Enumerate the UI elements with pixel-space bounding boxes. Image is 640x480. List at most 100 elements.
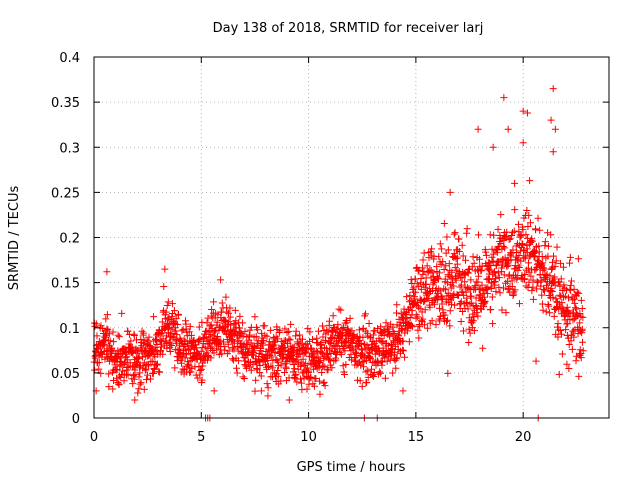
data-point xyxy=(555,326,563,334)
data-point xyxy=(136,369,144,377)
data-point xyxy=(554,278,562,286)
data-point xyxy=(340,370,348,378)
data-point xyxy=(356,377,364,385)
data-point xyxy=(346,314,354,322)
data-point xyxy=(246,332,254,340)
data-point xyxy=(138,353,146,361)
data-point xyxy=(450,290,458,298)
data-point xyxy=(538,291,546,299)
data-point xyxy=(555,370,563,378)
data-point xyxy=(577,354,585,362)
data-point xyxy=(383,357,391,365)
data-point xyxy=(408,307,416,315)
data-point xyxy=(482,248,490,256)
data-point xyxy=(100,340,108,348)
data-point xyxy=(419,256,427,264)
data-point xyxy=(403,293,411,301)
data-point xyxy=(264,384,272,392)
data-point xyxy=(413,298,421,306)
data-point xyxy=(560,311,568,319)
data-point xyxy=(509,246,517,254)
data-point xyxy=(419,264,427,272)
data-point xyxy=(366,355,374,363)
data-point xyxy=(168,325,176,333)
data-point xyxy=(543,270,551,278)
data-point xyxy=(556,291,564,299)
data-point xyxy=(164,315,172,323)
data-point xyxy=(93,332,101,340)
data-point xyxy=(442,317,450,325)
data-point xyxy=(474,125,482,133)
data-point xyxy=(392,355,400,363)
chart-title: Day 138 of 2018, SRMTID for receiver lar… xyxy=(213,21,484,36)
data-point xyxy=(464,305,472,313)
data-point xyxy=(326,339,334,347)
data-point xyxy=(236,312,244,320)
data-point xyxy=(382,319,390,327)
data-point xyxy=(285,327,293,335)
data-point xyxy=(579,313,587,321)
data-point xyxy=(413,301,421,309)
data-point xyxy=(216,337,224,345)
data-point xyxy=(479,344,487,352)
data-point xyxy=(579,347,587,355)
data-point xyxy=(401,353,409,361)
data-point xyxy=(106,337,114,345)
data-point xyxy=(488,293,496,301)
data-point xyxy=(140,329,148,337)
data-point xyxy=(453,254,461,262)
data-point xyxy=(198,376,206,384)
data-point xyxy=(574,255,582,263)
data-point xyxy=(462,256,470,264)
data-point xyxy=(286,336,294,344)
data-point xyxy=(508,232,516,240)
data-point xyxy=(389,369,397,377)
data-point xyxy=(159,350,167,358)
data-point xyxy=(336,349,344,357)
data-point xyxy=(95,365,103,373)
data-point xyxy=(439,258,447,266)
data-point xyxy=(141,366,149,374)
data-point xyxy=(474,231,482,239)
data-point xyxy=(556,326,564,334)
data-point xyxy=(274,358,282,366)
data-point xyxy=(232,327,240,335)
data-point xyxy=(452,255,460,263)
data-point xyxy=(292,371,300,379)
data-point xyxy=(186,323,194,331)
data-point xyxy=(115,352,123,360)
data-point xyxy=(438,293,446,301)
data-point xyxy=(438,245,446,253)
data-point xyxy=(392,364,400,372)
data-point xyxy=(453,260,461,268)
data-point xyxy=(302,349,310,357)
data-point xyxy=(329,333,337,341)
data-point xyxy=(385,353,393,361)
data-point xyxy=(269,364,277,372)
data-point xyxy=(270,345,278,353)
data-point xyxy=(492,288,500,296)
data-point xyxy=(469,317,477,325)
data-point xyxy=(348,327,356,335)
data-point xyxy=(552,257,560,265)
data-point xyxy=(225,347,233,355)
data-point xyxy=(240,374,248,382)
data-point xyxy=(500,94,508,102)
data-point xyxy=(447,273,455,281)
data-point xyxy=(525,259,533,267)
data-point xyxy=(173,336,181,344)
data-point xyxy=(275,329,283,337)
data-point xyxy=(149,369,157,377)
data-point xyxy=(451,301,459,309)
data-point xyxy=(499,284,507,292)
data-point xyxy=(428,245,436,253)
data-point xyxy=(170,307,178,315)
data-point xyxy=(217,276,225,284)
data-point xyxy=(105,330,113,338)
data-point xyxy=(417,285,425,293)
data-point xyxy=(208,305,216,313)
data-point xyxy=(440,265,448,273)
data-point xyxy=(549,148,557,156)
y-tick-label: 0.25 xyxy=(51,186,80,201)
data-point xyxy=(220,338,228,346)
